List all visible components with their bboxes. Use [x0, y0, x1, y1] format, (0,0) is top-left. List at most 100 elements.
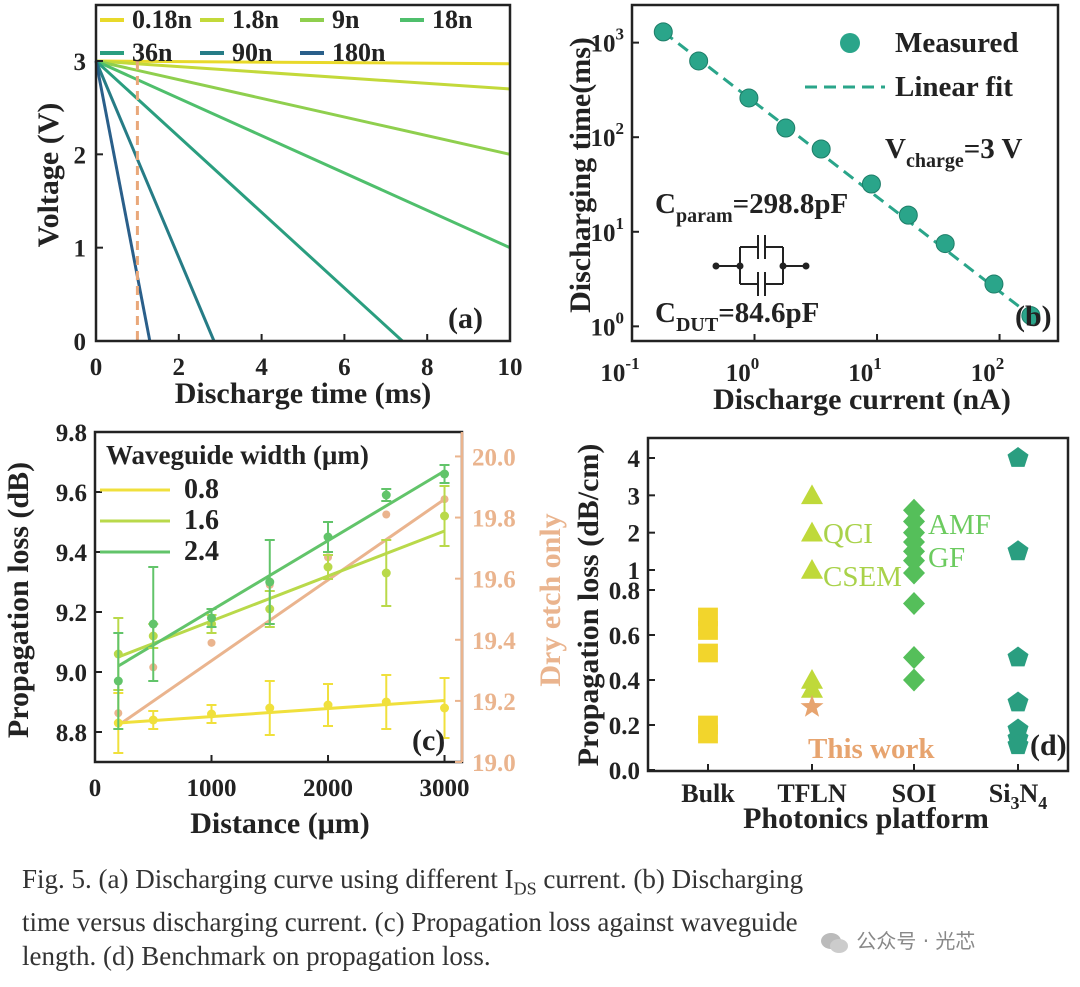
- data-point-0.8: [265, 703, 275, 713]
- panel-b-vcharge: Vcharge=3 V: [885, 133, 1022, 172]
- x-tick-label: 0: [89, 775, 102, 802]
- legend-label-0.18n: 0.18n: [132, 5, 193, 34]
- data-point-1.6: [440, 511, 450, 521]
- legend-label-36n: 36n: [132, 38, 173, 67]
- data-point-Si3N4: [1007, 691, 1029, 712]
- right-y-tick-label: 19.4: [472, 628, 516, 655]
- data-point-0.8: [440, 703, 450, 713]
- panel-b-cparam: Cparam=298.8pF: [655, 188, 848, 227]
- measured-point: [935, 234, 955, 254]
- legend-label-1.6: 1.6: [184, 505, 219, 536]
- panel-d-label-gf: GF: [928, 542, 965, 574]
- x-tick-label: 6: [338, 354, 351, 381]
- caption-line-1: Fig. 5. (a) Discharging curve using diff…: [22, 864, 804, 899]
- panel-b-label: (b): [1015, 300, 1052, 333]
- panel-b-legend-measured: Measured: [895, 27, 1019, 59]
- y-tick-label: 9.0: [56, 660, 87, 687]
- panel-c-label: (c): [412, 724, 445, 757]
- dry-etch-point: [207, 638, 216, 647]
- panel-a-discharge-curves: 0 2 4 6 8 10 0 1 2 3 0.18n 1.8n 9n 18n 36n 90n 180n Di…: [32, 3, 523, 410]
- panel-b-x-ticks: 10-1 100 101 102: [600, 334, 1004, 387]
- dry-etch-fit-line: [117, 497, 446, 727]
- legend-label-1.8n: 1.8n: [232, 5, 280, 34]
- y-tick-label: 3: [74, 49, 87, 76]
- panel-b-legend-measured-marker: [840, 33, 860, 53]
- panel-d-data-points: [698, 447, 1029, 755]
- data-point-2.4: [440, 469, 450, 479]
- panel-d-frame: [646, 436, 1070, 773]
- y-tick-label: 102: [591, 119, 625, 152]
- series-line-18n: [95, 59, 511, 250]
- x-tick-label: 0: [90, 354, 103, 381]
- legend-label-18n: 18n: [432, 5, 473, 34]
- y-tick-label: 0: [74, 329, 87, 356]
- panel-c-data-points: [113, 464, 450, 754]
- wechat-icon: [821, 932, 848, 953]
- data-point-SOI: [903, 561, 925, 585]
- panel-a-y-axis-title: Voltage (V): [32, 103, 65, 248]
- y-tick-label: 101: [591, 214, 625, 247]
- x-tick-label: Si3N4: [989, 779, 1047, 813]
- panel-c-right-y-ticks: 19.0 19.2 19.4 19.6 19.8 20.0: [455, 444, 516, 777]
- right-y-tick-label: 19.6: [472, 567, 516, 594]
- y-tick-label: 9.6: [56, 480, 87, 507]
- data-point-SOI: [903, 645, 925, 670]
- panel-c-legend-title: Waveguide width (μm): [106, 440, 369, 470]
- panel-a-label: (a): [448, 302, 483, 335]
- y-tick-label: 103: [591, 25, 625, 58]
- data-point-Si3N4: [1007, 734, 1029, 755]
- this-work-star: [800, 694, 824, 717]
- x-tick-label: SOI: [892, 779, 937, 808]
- y-tick-label: 100: [591, 308, 625, 341]
- x-tick-label: 100: [726, 354, 760, 387]
- x-tick-label: 10-1: [600, 354, 639, 387]
- x-tick-label: 1000: [187, 775, 237, 802]
- panel-b-cdut: CDUT=84.6pF: [655, 297, 819, 336]
- watermark: 公众号 · 光芯: [820, 925, 1060, 965]
- legend-label-180n: 180n: [332, 38, 386, 67]
- data-point-Bulk: [698, 621, 718, 640]
- data-point-2.4: [381, 490, 391, 500]
- panel-b-x-axis-title: Discharge current (nA): [713, 383, 1011, 416]
- measured-point: [811, 139, 831, 159]
- panel-d-this-work-label: This work: [808, 733, 935, 765]
- figure-caption: Fig. 5. (a) Discharging curve using diff…: [22, 862, 1022, 973]
- x-tick-label: 3000: [420, 775, 470, 802]
- panel-a-legend: 0.18n 1.8n 9n 18n 36n 90n 180n: [100, 5, 473, 67]
- data-point-2.4: [113, 676, 123, 686]
- data-point-SOI: [903, 549, 925, 573]
- measured-point: [1021, 306, 1041, 326]
- fit-line-0.8: [118, 699, 445, 725]
- x-tick-label: 101: [848, 354, 882, 387]
- data-point-TFLN: [801, 678, 823, 698]
- panel-b-discharge-time: 10-1 100 101 102 100 101 102 103 Measured Line…: [564, 3, 1060, 416]
- data-point-0.8: [148, 715, 158, 725]
- panel-b-capacitor-schematic-icon: [716, 235, 806, 296]
- panel-c-legend: 0.81.62.4: [100, 474, 219, 567]
- legend-label-9n: 9n: [332, 5, 360, 34]
- data-point-1.6: [323, 562, 333, 572]
- y-tick-label: 9.4: [56, 540, 88, 567]
- panel-c-right-y-axis-title: Dry etch only: [534, 513, 567, 686]
- data-point-SOI: [903, 591, 925, 616]
- panel-a-y-ticks: 0 1 2 3: [74, 49, 103, 356]
- panel-c-y-ticks: 8.8 9.0 9.2 9.4 9.6 9.8: [56, 420, 102, 747]
- panel-b-schematic-nodes-icon: [712, 262, 810, 270]
- fit-line-1.6: [117, 529, 446, 659]
- panel-c-y-axis-title: Propagation loss (dB): [2, 462, 35, 738]
- data-point-0.8: [323, 700, 333, 710]
- data-point-2.4: [323, 532, 333, 542]
- x-tick-label: 10: [498, 354, 523, 381]
- y-tick-label: 0.2: [609, 713, 640, 740]
- panel-b-fit-line: [662, 30, 1032, 317]
- data-point-2.4: [148, 619, 158, 629]
- series-line-0.18n: [95, 59, 511, 66]
- measured-point: [653, 22, 673, 42]
- panel-a-x-ticks: 0 2 4 6 8 10: [90, 334, 523, 381]
- data-point-Bulk: [698, 643, 718, 663]
- panel-d-x-ticks: Bulk TFLN SOI Si3N4: [681, 764, 1047, 813]
- measured-point: [739, 88, 759, 108]
- series-line-1.8n: [95, 59, 511, 91]
- right-y-tick-label: 20.0: [472, 444, 516, 471]
